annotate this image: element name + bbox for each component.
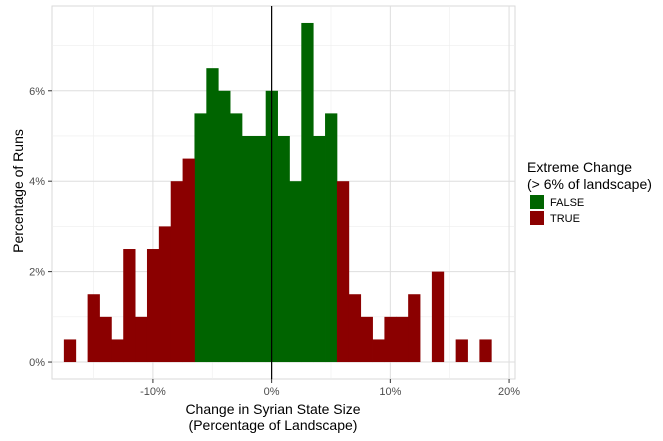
histogram-bar-true [87, 294, 100, 363]
legend: Extreme Change (> 6% of landscape) FALSE… [527, 159, 652, 225]
histogram-bar-false [289, 181, 302, 363]
histogram-bar-true [372, 339, 385, 363]
y-tick-label: 0% [29, 357, 45, 369]
x-tick-label: 10% [379, 386, 401, 398]
histogram-bar-false [253, 135, 267, 363]
histogram-bar-false [325, 113, 338, 363]
histogram-bar-false [230, 113, 243, 363]
y-tick-label: 2% [29, 267, 45, 279]
histogram-bar-true [170, 181, 183, 363]
tick-layer: -10% 0% 10% 20% 0% 2% 4% 6% [29, 86, 520, 398]
histogram-bar-true [336, 181, 350, 363]
histogram-bar-false [301, 22, 314, 363]
y-axis-title: Percentage of Runs [10, 129, 26, 253]
histogram-bar-true [479, 339, 492, 363]
legend-title-line2: (> 6% of landscape) [527, 176, 652, 192]
histogram-bar-true [111, 339, 124, 363]
histogram-bar-true [146, 249, 160, 363]
histogram-bar-true [123, 249, 136, 363]
y-tick-label: 6% [29, 86, 45, 98]
legend-label-false: FALSE [550, 197, 584, 209]
histogram-bar-true [455, 339, 468, 363]
histogram-bar-true [348, 294, 362, 363]
legend-title-line1: Extreme Change [527, 159, 632, 175]
histogram-bar-true [182, 158, 195, 363]
legend-label-true: TRUE [550, 213, 580, 225]
histogram-bar-false [277, 135, 290, 363]
legend-key-true [530, 211, 544, 225]
histogram-bar-true [360, 316, 373, 363]
legend-key-false [530, 195, 544, 209]
histogram-bar-true [63, 339, 77, 363]
histogram-bar-true [431, 271, 445, 363]
histogram-bar-true [384, 316, 397, 363]
histogram-bar-false [206, 68, 219, 363]
x-axis-title-line2: (Percentage of Landscape) [189, 417, 358, 433]
x-axis-title-line1: Change in Syrian State Size [185, 401, 360, 417]
histogram-bar-true [396, 316, 409, 363]
histogram-bar-true [158, 226, 172, 363]
histogram-bar-true [408, 294, 421, 363]
histogram-bar-true [135, 316, 148, 363]
histogram-bar-false [313, 135, 326, 363]
histogram-bar-false [194, 113, 207, 363]
x-tick-label: 0% [264, 386, 280, 398]
x-tick-label: -10% [140, 386, 166, 398]
histogram-bar-true [99, 316, 112, 363]
histogram-bar-false [218, 90, 231, 363]
x-tick-label: 20% [498, 386, 520, 398]
y-tick-label: 4% [29, 176, 45, 188]
histogram-bar-false [241, 135, 255, 363]
